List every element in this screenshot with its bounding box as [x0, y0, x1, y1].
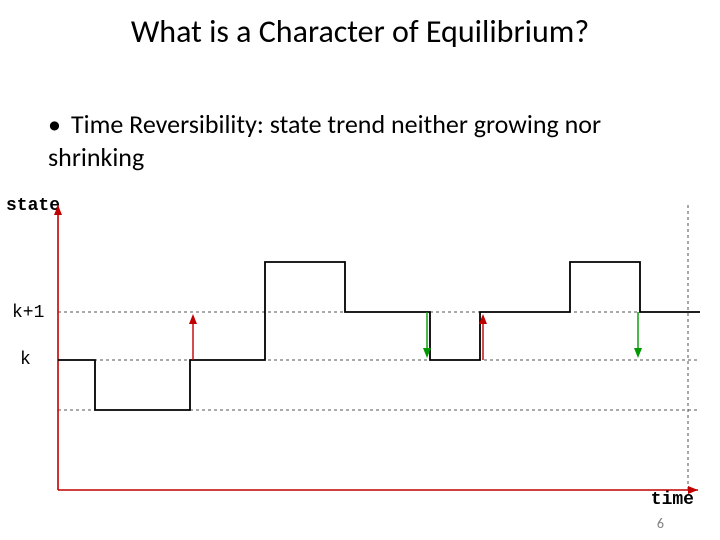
slide: What is a Character of Equilibrium? •Tim…	[0, 0, 720, 540]
equilibrium-chart	[0, 0, 720, 540]
